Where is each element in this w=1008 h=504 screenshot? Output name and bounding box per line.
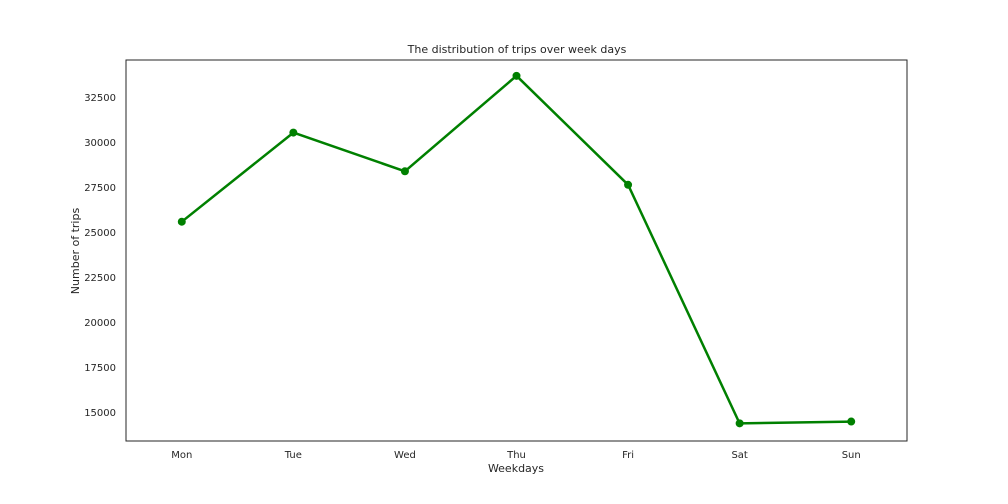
x-tick-label: Thu (506, 450, 526, 461)
chart-title: The distribution of trips over week days (407, 43, 627, 56)
x-tick-label: Fri (622, 450, 634, 461)
y-tick-label: 22500 (84, 273, 116, 284)
x-axis-label: Weekdays (488, 462, 544, 475)
series-line (180, 74, 853, 425)
y-tick-label: 30000 (84, 138, 116, 149)
x-tick-label: Wed (394, 450, 416, 461)
data-point-sun (847, 417, 856, 426)
plot-frame (125, 59, 908, 442)
data-point-fri (624, 180, 633, 189)
y-axis-ticks: 15000 17500 20000 22500 25000 27500 30000 32500 (84, 93, 116, 419)
y-axis-label: Number of trips (69, 208, 82, 295)
data-point-sat (735, 419, 744, 428)
x-tick-label: Tue (284, 450, 302, 461)
x-axis-ticks: Mon Tue Wed Thu Fri Sat Sun (171, 450, 860, 461)
x-tick-label: Sun (842, 450, 861, 461)
y-tick-label: 20000 (84, 318, 116, 329)
y-tick-label: 32500 (84, 93, 116, 104)
data-point-tue (289, 128, 298, 137)
x-tick-label: Mon (171, 450, 192, 461)
data-point-thu (512, 71, 521, 80)
y-tick-label: 25000 (84, 228, 116, 239)
data-point-wed (400, 167, 409, 176)
data-point-mon (177, 217, 186, 226)
y-tick-label: 17500 (84, 363, 116, 374)
y-tick-label: 15000 (84, 408, 116, 419)
data-points (177, 71, 856, 428)
x-tick-label: Sat (731, 450, 747, 461)
y-tick-label: 27500 (84, 183, 116, 194)
